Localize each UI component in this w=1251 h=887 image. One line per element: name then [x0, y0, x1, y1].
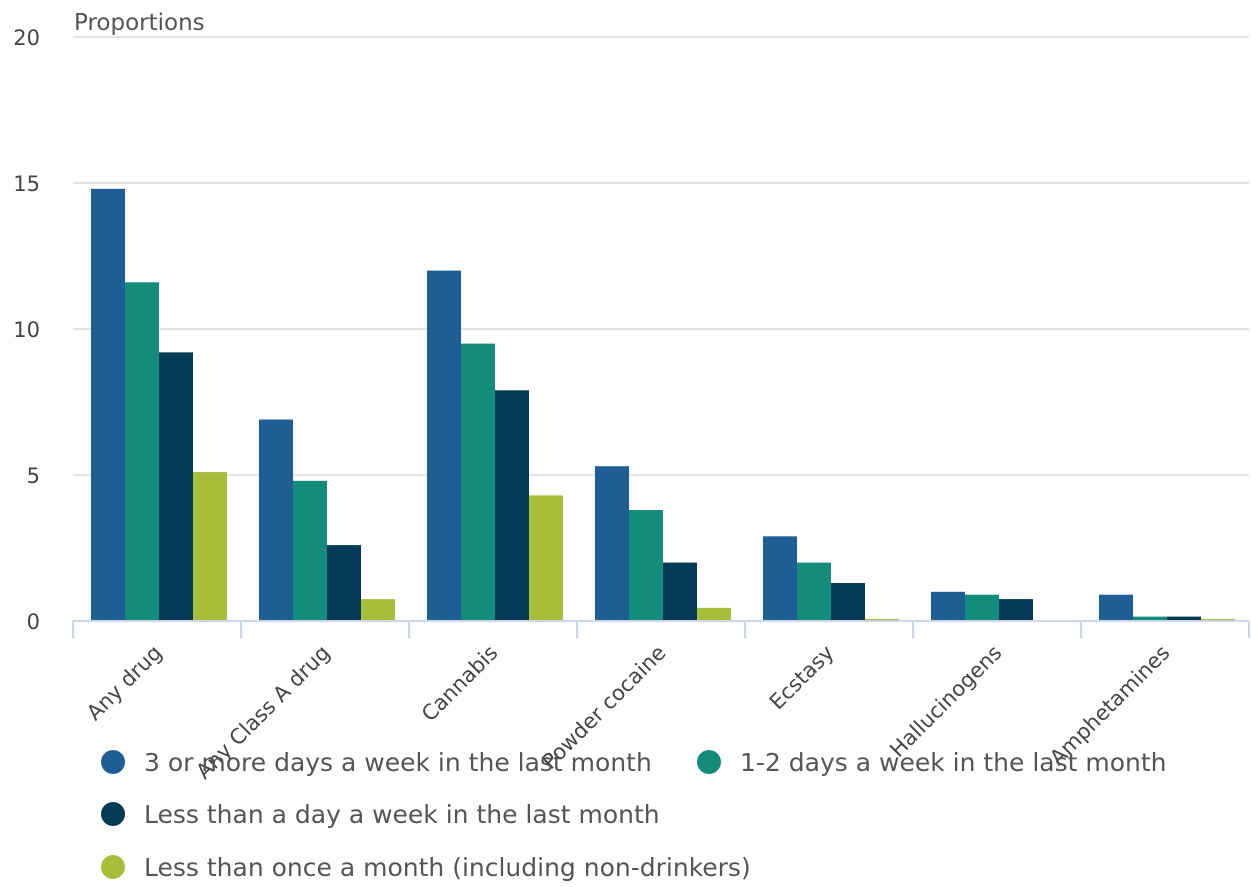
bar[interactable]: [629, 510, 663, 621]
bar[interactable]: [125, 282, 159, 621]
bar[interactable]: [797, 562, 831, 621]
bar[interactable]: [663, 562, 697, 621]
legend-item[interactable]: 3 or more days a week in the last month: [101, 748, 652, 777]
bar[interactable]: [965, 594, 999, 621]
bar[interactable]: [193, 472, 227, 621]
bar[interactable]: [1167, 616, 1201, 621]
y-tick-label: 15: [13, 172, 40, 196]
bar[interactable]: [999, 599, 1033, 621]
bar[interactable]: [293, 480, 327, 621]
bars: [91, 188, 1235, 621]
legend-item[interactable]: Less than a day a week in the last month: [101, 800, 660, 829]
bar[interactable]: [763, 536, 797, 621]
legend-item[interactable]: 1-2 days a week in the last month: [697, 748, 1167, 777]
gridlines: [73, 36, 1249, 476]
bar[interactable]: [427, 270, 461, 621]
y-axis: 0 5 10 15 20: [13, 26, 40, 634]
y-tick-label: 0: [27, 610, 40, 634]
bar[interactable]: [831, 583, 865, 621]
bar[interactable]: [1099, 594, 1133, 621]
legend-label: Less than a day a week in the last month: [144, 800, 660, 829]
y-tick-label: 20: [13, 26, 40, 50]
legend-marker: [101, 855, 125, 879]
legend-marker: [101, 802, 125, 826]
bar[interactable]: [697, 607, 731, 621]
legend-marker: [697, 750, 721, 774]
x-category-label: Any drug: [82, 641, 166, 725]
bar[interactable]: [361, 599, 395, 621]
bar[interactable]: [1201, 618, 1235, 621]
legend-marker: [101, 750, 125, 774]
bar[interactable]: [159, 352, 193, 621]
legend: 3 or more days a week in the last month 1…: [101, 748, 1167, 882]
bar[interactable]: [259, 419, 293, 621]
legend-label: 3 or more days a week in the last month: [144, 748, 652, 777]
x-category-label: Hallucinogens: [885, 641, 1006, 762]
y-axis-title: Proportions: [74, 10, 205, 36]
bar[interactable]: [91, 188, 125, 621]
bar[interactable]: [529, 495, 563, 621]
bar[interactable]: [327, 545, 361, 621]
legend-label: Less than once a month (including non-dr…: [144, 853, 751, 882]
y-tick-label: 10: [13, 318, 40, 342]
x-category-label: Ecstasy: [765, 641, 839, 715]
bar[interactable]: [595, 466, 629, 621]
bar[interactable]: [1133, 616, 1167, 621]
legend-item[interactable]: Less than once a month (including non-dr…: [101, 853, 751, 882]
x-category-label: Cannabis: [417, 641, 503, 727]
bar[interactable]: [461, 343, 495, 621]
y-tick-label: 5: [27, 464, 40, 488]
bar[interactable]: [865, 618, 899, 621]
bar[interactable]: [931, 591, 965, 621]
legend-label: 1-2 days a week in the last month: [740, 748, 1167, 777]
bar[interactable]: [495, 390, 529, 621]
